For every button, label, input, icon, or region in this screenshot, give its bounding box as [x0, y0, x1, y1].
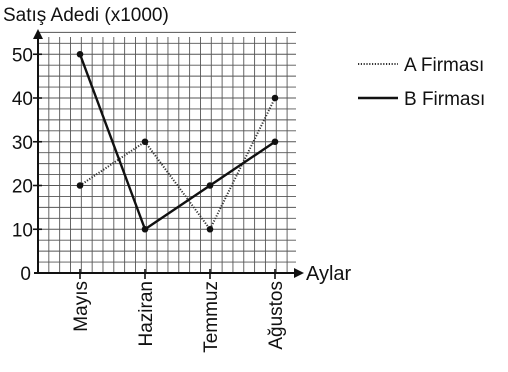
chart-axes [33, 29, 304, 279]
data-point [271, 94, 279, 102]
y-tick-label: 10 [12, 220, 33, 241]
legend-label: A Firması [404, 55, 484, 76]
legend-label: B Firması [404, 89, 485, 110]
data-point [271, 138, 279, 146]
y-tick-label: 30 [12, 133, 33, 154]
y-tick-label: 0 [20, 264, 31, 285]
chart-legend: A Firması B Firması [358, 55, 485, 110]
y-axis-arrow [33, 29, 43, 39]
y-tick-label: 50 [12, 45, 33, 66]
data-point [141, 225, 149, 233]
chart-labels: 0 10 20 30 40 50 Mayıs Haziran Temmuz Ağustos Satı… [3, 5, 352, 353]
chart-grid [38, 31, 296, 273]
y-axis-label: Satış Adedi (x1000) [3, 5, 169, 26]
x-tick-label: Mayıs [71, 281, 92, 332]
y-tick-label: 40 [12, 89, 33, 110]
x-axis-arrow [294, 268, 304, 278]
x-axis-label: Aylar [306, 263, 352, 285]
x-tick-label: Temmuz [201, 281, 222, 353]
chart-series [76, 50, 279, 233]
data-point [76, 50, 84, 58]
data-point [76, 182, 84, 189]
data-point [141, 138, 149, 146]
x-tick-label: Ağustos [266, 281, 287, 350]
y-tick-label: 20 [12, 177, 33, 198]
x-tick-label: Haziran [136, 281, 157, 346]
data-point [206, 225, 214, 233]
data-point [206, 182, 214, 189]
series-line-b [78, 53, 276, 231]
